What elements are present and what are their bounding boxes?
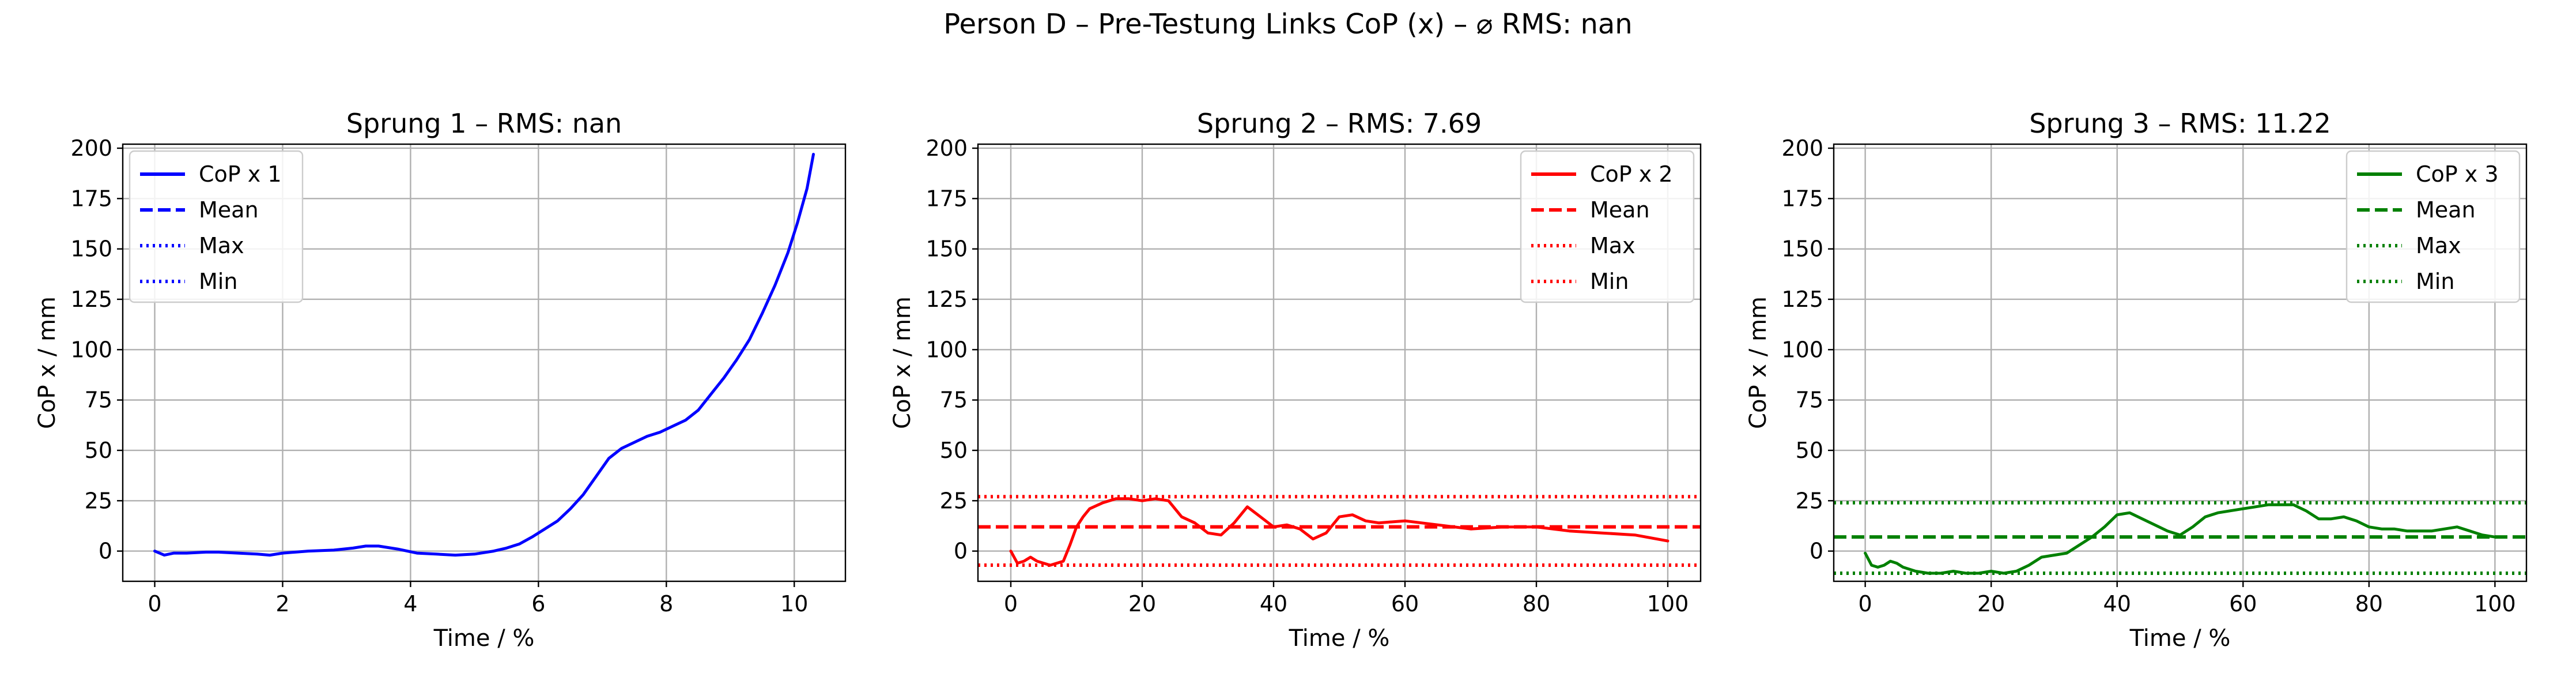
legend-box [1520,150,1695,303]
plot-area [978,495,1701,567]
x-axis-label: Time / % [1289,625,1390,652]
y-tick-label: 25 [1796,488,1823,513]
x-tick-label: 80 [2355,591,2383,616]
y-tick-label: 100 [926,337,968,362]
legend-label: Max [2416,233,2461,258]
y-tick-label: 150 [70,236,112,262]
chart-title: Sprung 3 – RMS: 11.22 [2029,108,2331,139]
y-tick-label: 100 [1781,337,1823,362]
x-tick-label: 60 [1391,591,1419,616]
y-tick-label: 0 [1810,539,1823,564]
x-tick-label: 40 [2103,591,2131,616]
x-tick-label: 100 [1647,591,1689,616]
x-tick-label: 80 [1523,591,1550,616]
x-tick-label: 0 [1004,591,1018,616]
legend: CoP x 2 Mean Max Min [1520,150,1695,303]
x-tick-label: 100 [2474,591,2516,616]
legend-label: Mean [1590,197,1650,223]
legend-box [129,150,304,303]
y-tick-label: 50 [940,438,968,463]
legend-box [2345,150,2521,303]
plot-area [153,153,815,557]
legend-label: Mean [199,197,259,223]
y-tick-label: 150 [1781,236,1823,262]
x-tick-label: 8 [659,591,673,616]
y-tick-label: 25 [940,488,968,513]
y-axis-label: CoP x / mm [34,296,61,429]
legend-label: CoP x 2 [1590,161,1673,187]
x-tick-label: 4 [403,591,417,616]
series-line [1864,503,2496,575]
legend-label: Max [199,233,244,258]
x-tick-label: 2 [275,591,289,616]
chart-panel-2: 0 20 40 60 80 100 0 25 50 75 100 125 150 175 200 Sprung… [889,108,1702,652]
x-tick-label: 6 [531,591,545,616]
plot-area [1834,501,2526,576]
series-line [153,153,815,557]
chart-title: Sprung 2 – RMS: 7.69 [1197,108,1482,139]
x-tick-label: 20 [1977,591,2005,616]
y-tick-label: 50 [85,438,112,463]
chart-panel-3: 0 20 40 60 80 100 0 25 50 75 100 125 150 175 200 Sprung… [1745,108,2528,652]
y-tick-label: 175 [1781,186,1823,211]
x-tick-label: 0 [1859,591,1872,616]
x-tick-label: 60 [2229,591,2257,616]
y-tick-label: 0 [954,539,968,564]
y-tick-label: 175 [70,186,112,211]
y-tick-label: 75 [940,388,968,413]
figure-suptitle: Person D – Pre-Testung Links CoP (x) – ⌀… [943,8,1633,40]
y-tick-label: 175 [926,186,968,211]
y-tick-label: 125 [926,287,968,312]
x-tick-label: 10 [780,591,808,616]
legend: CoP x 1 Mean Max Min [129,150,304,303]
y-tick-label: 200 [70,136,112,161]
y-tick-label: 150 [926,236,968,262]
series-line [1009,497,1670,567]
x-tick-label: 0 [148,591,161,616]
legend-label: CoP x 1 [199,161,282,187]
legend-label: Mean [2416,197,2476,223]
x-axis-label: Time / % [433,625,535,652]
y-tick-label: 200 [1781,136,1823,161]
legend-label: CoP x 3 [2416,161,2499,187]
axes-frame [977,143,1702,582]
y-tick-label: 100 [70,337,112,362]
legend-label: Min [1590,269,1629,294]
y-tick-label: 200 [926,136,968,161]
y-tick-label: 50 [1796,438,1823,463]
legend-label: Max [1590,233,1636,258]
y-tick-label: 0 [99,539,112,564]
y-tick-label: 25 [85,488,112,513]
y-tick-label: 125 [70,287,112,312]
y-axis-label: CoP x / mm [889,296,916,429]
x-tick-label: 40 [1260,591,1287,616]
y-axis-label: CoP x / mm [1745,296,1772,429]
axes-frame [122,143,847,582]
legend-label: Min [2416,269,2454,294]
y-tick-label: 125 [1781,287,1823,312]
chart-title: Sprung 1 – RMS: nan [346,108,622,139]
y-tick-label: 75 [1796,388,1823,413]
legend: CoP x 3 Mean Max Min [2345,150,2521,303]
x-tick-label: 20 [1128,591,1156,616]
x-axis-label: Time / % [2129,625,2231,652]
legend-label: Min [199,269,237,294]
axes-frame [1833,143,2528,582]
y-tick-label: 75 [85,388,112,413]
